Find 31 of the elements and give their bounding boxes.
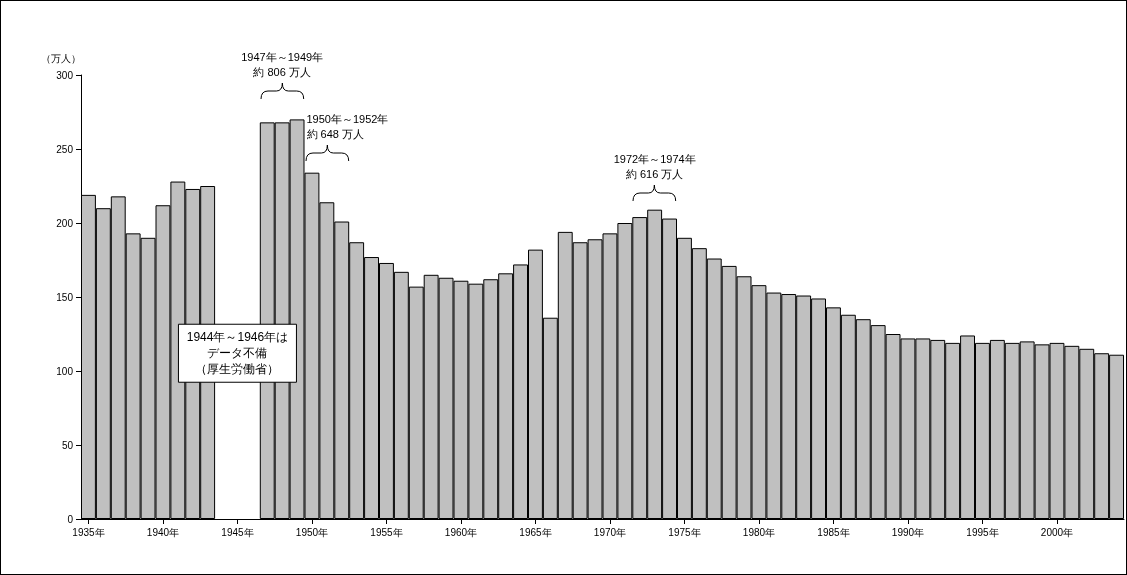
x-tick-label: 1980年 [742, 526, 776, 538]
y-tick-label: 150 [56, 291, 74, 303]
x-tick-label: 1955年 [370, 526, 403, 538]
annotation: 1972年～1974年 [613, 153, 696, 166]
y-tick-label: 250 [56, 143, 74, 155]
x-tick-label: 2000年 [1040, 526, 1074, 538]
y-tick-label: 300 [56, 69, 74, 81]
x-tick-label: 1975年 [668, 526, 701, 538]
annotation: 1944年～1946年は [186, 330, 289, 345]
y-tick-label: 200 [56, 217, 74, 229]
x-tick-label: 1965年 [519, 526, 552, 538]
annotation: 約 806 万人 [253, 66, 311, 79]
x-tick-label: 1995年 [966, 526, 999, 538]
x-tick-label: 1985年 [817, 526, 850, 538]
x-tick-label: 1940年 [146, 526, 180, 538]
x-tick-label: 1970年 [593, 526, 627, 538]
x-tick-label: 1945年 [221, 526, 254, 538]
y-tick-label: 0 [67, 513, 74, 525]
x-tick-label: 1960年 [444, 526, 478, 538]
annotation: 1950年～1952年 [306, 113, 389, 126]
annotation: （厚生労働省） [195, 362, 280, 377]
y-axis-title: （万人） [41, 52, 81, 64]
x-tick-label: 1950年 [295, 526, 329, 538]
text: 1947年～1949年 [241, 51, 324, 64]
annotation: データ不備 [207, 346, 268, 361]
annotation: 約 616 万人 [625, 168, 684, 181]
annotation: 約 648 万人 [306, 128, 364, 141]
y-tick-label: 50 [61, 439, 74, 451]
x-tick-label: 1990年 [891, 526, 925, 538]
x-tick-label: 1935年 [72, 526, 105, 538]
y-tick-label: 100 [56, 365, 74, 377]
